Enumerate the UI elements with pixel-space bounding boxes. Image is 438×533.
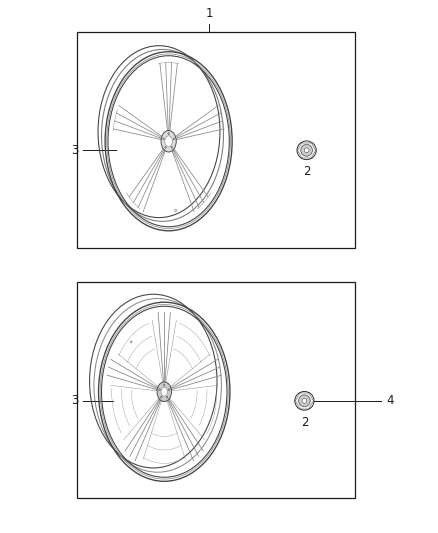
Ellipse shape bbox=[161, 387, 167, 396]
Ellipse shape bbox=[168, 389, 170, 391]
Ellipse shape bbox=[302, 399, 307, 403]
Ellipse shape bbox=[299, 395, 310, 407]
Ellipse shape bbox=[297, 141, 316, 160]
Bar bbox=[77, 32, 355, 248]
Ellipse shape bbox=[175, 209, 177, 212]
Text: 3: 3 bbox=[71, 394, 79, 407]
Ellipse shape bbox=[163, 138, 164, 140]
Ellipse shape bbox=[159, 389, 160, 391]
Ellipse shape bbox=[301, 144, 312, 156]
Ellipse shape bbox=[295, 391, 314, 410]
Ellipse shape bbox=[163, 384, 165, 386]
Ellipse shape bbox=[165, 136, 173, 147]
Ellipse shape bbox=[173, 138, 174, 140]
Bar bbox=[77, 282, 355, 498]
Text: 4: 4 bbox=[387, 394, 394, 407]
Ellipse shape bbox=[161, 396, 162, 398]
Text: 2: 2 bbox=[300, 416, 308, 429]
Ellipse shape bbox=[168, 133, 170, 135]
Ellipse shape bbox=[161, 131, 176, 152]
Text: 1: 1 bbox=[205, 7, 213, 20]
Ellipse shape bbox=[171, 147, 173, 148]
Text: 3: 3 bbox=[71, 144, 79, 157]
Text: 2: 2 bbox=[303, 165, 311, 178]
Ellipse shape bbox=[157, 382, 172, 401]
Ellipse shape bbox=[166, 396, 168, 398]
Ellipse shape bbox=[105, 52, 232, 231]
Ellipse shape bbox=[131, 341, 132, 343]
Ellipse shape bbox=[304, 148, 309, 152]
Ellipse shape bbox=[99, 302, 230, 481]
Ellipse shape bbox=[165, 147, 166, 148]
